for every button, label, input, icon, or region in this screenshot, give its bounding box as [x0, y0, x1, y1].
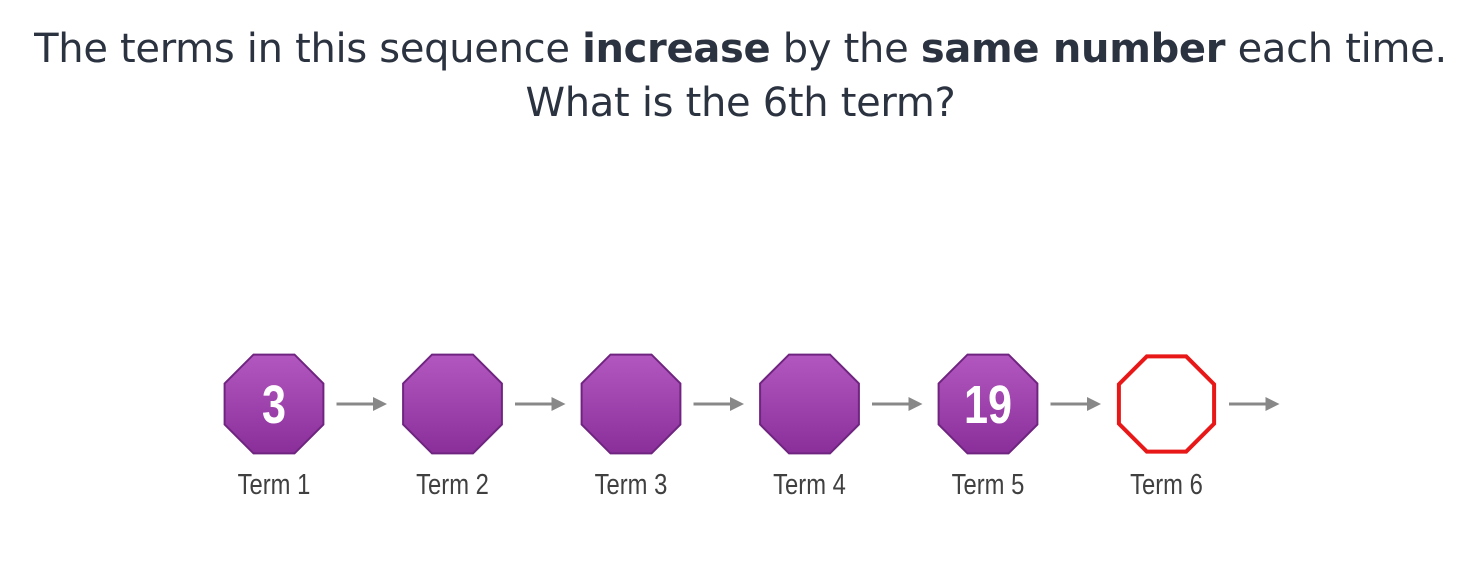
- right-arrow-icon: [872, 397, 923, 411]
- octagon-icon: [402, 353, 503, 455]
- octagon-icon: [223, 353, 325, 455]
- octagon-icon: [937, 353, 1039, 455]
- right-arrow-icon: [1229, 397, 1280, 411]
- right-arrow-icon: [336, 397, 387, 411]
- sequence-term-1: 3 Term 1: [223, 353, 325, 501]
- sequence-term-3: Term 3: [580, 353, 682, 501]
- octagon-icon: [1116, 354, 1217, 454]
- term-label: Term 6: [1130, 468, 1203, 501]
- question-line-2: What is the 6th term?: [525, 80, 956, 126]
- right-arrow-icon: [515, 397, 566, 411]
- term-label: Term 1: [238, 468, 311, 501]
- question-text-part: by the: [770, 26, 921, 72]
- sequence-term-5: 19 Term 5: [937, 353, 1039, 501]
- right-arrow-icon: [693, 397, 744, 411]
- question-text-part: each time.: [1225, 26, 1448, 72]
- question-line-1: The terms in this sequence increase by t…: [0, 22, 1481, 76]
- question-keyword-increase: increase: [582, 26, 771, 72]
- term-label: Term 2: [416, 468, 489, 501]
- right-arrow-icon: [1050, 397, 1101, 411]
- octagon-icon: [580, 353, 682, 455]
- question-keyword-same-number: same number: [920, 26, 1226, 72]
- octagon-icon: [759, 353, 860, 455]
- term-value: 3: [262, 376, 286, 436]
- term-label: Term 4: [773, 468, 846, 501]
- term-value: 19: [964, 376, 1012, 436]
- term-label: Term 5: [952, 468, 1025, 501]
- sequence-term-2: Term 2: [402, 353, 503, 501]
- term-label: Term 3: [595, 468, 668, 501]
- sequence-term-6: Term 6: [1116, 354, 1217, 501]
- sequence-term-4: Term 4: [759, 353, 860, 501]
- question-text-part: The terms in this sequence: [34, 26, 583, 72]
- question-text: The terms in this sequence increase by t…: [0, 22, 1481, 130]
